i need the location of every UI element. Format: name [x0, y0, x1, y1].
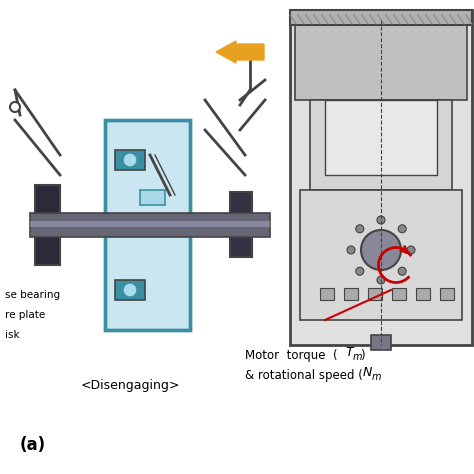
- Bar: [105, 120, 190, 330]
- Text: Motor  torque  (: Motor torque (: [245, 348, 337, 362]
- Text: m: m: [353, 352, 363, 362]
- Bar: [35, 185, 60, 265]
- Bar: [320, 288, 334, 300]
- Text: m: m: [372, 372, 382, 382]
- Text: re plate: re plate: [5, 310, 45, 320]
- Bar: [140, 190, 165, 205]
- Circle shape: [407, 246, 415, 254]
- Bar: [300, 190, 462, 320]
- Bar: [392, 288, 406, 300]
- Bar: [290, 10, 472, 25]
- Circle shape: [361, 230, 401, 270]
- Circle shape: [123, 283, 137, 297]
- Text: se bearing: se bearing: [5, 290, 60, 300]
- Circle shape: [10, 102, 20, 112]
- Text: isk: isk: [5, 330, 19, 340]
- Text: (a): (a): [20, 436, 46, 454]
- Bar: [295, 20, 467, 100]
- Bar: [30, 213, 270, 237]
- Bar: [416, 288, 430, 300]
- Bar: [371, 335, 391, 350]
- Bar: [440, 288, 454, 300]
- Bar: [325, 100, 437, 175]
- Circle shape: [377, 276, 385, 284]
- Circle shape: [123, 153, 137, 167]
- Bar: [230, 192, 252, 257]
- Bar: [344, 288, 358, 300]
- Text: & rotational speed (: & rotational speed (: [245, 368, 366, 382]
- Bar: [290, 10, 472, 345]
- Circle shape: [398, 225, 406, 233]
- Text: <Disengaging>: <Disengaging>: [80, 379, 180, 392]
- Circle shape: [347, 246, 355, 254]
- FancyArrow shape: [216, 41, 264, 63]
- Circle shape: [377, 216, 385, 224]
- Bar: [310, 100, 452, 190]
- Circle shape: [356, 267, 364, 275]
- Circle shape: [398, 267, 406, 275]
- Bar: [368, 288, 382, 300]
- Bar: [30, 221, 270, 227]
- Text: ): ): [360, 348, 365, 362]
- Text: T: T: [345, 346, 353, 359]
- Text: N: N: [363, 366, 373, 380]
- Bar: [105, 120, 190, 330]
- Bar: [115, 280, 145, 300]
- Bar: [115, 150, 145, 170]
- Circle shape: [356, 225, 364, 233]
